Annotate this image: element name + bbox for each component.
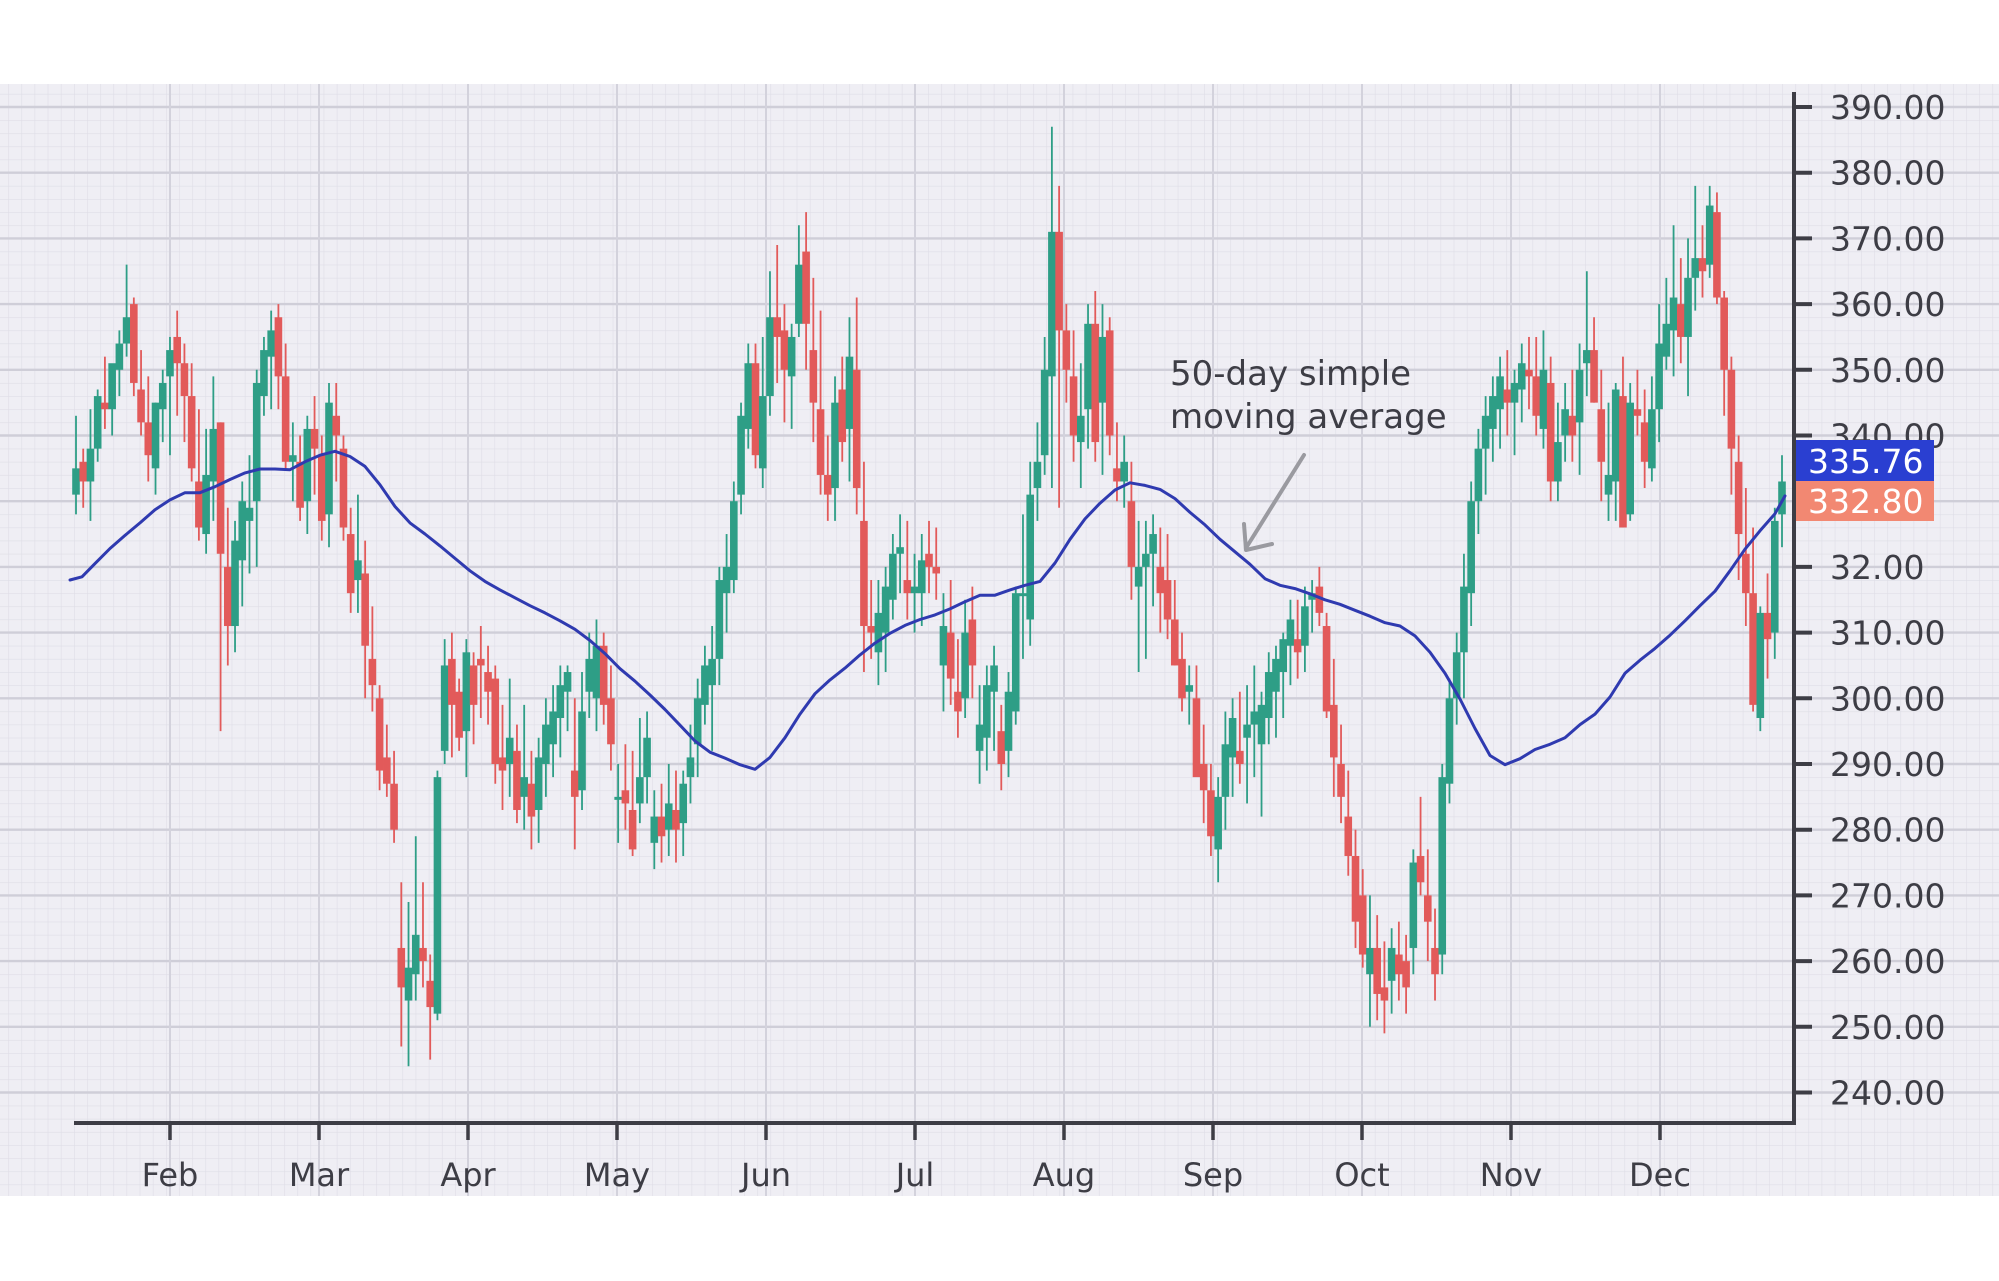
x-tick-label: Dec [1629, 1156, 1691, 1194]
x-tick-label: Jul [894, 1156, 935, 1194]
x-tick-label: Sep [1183, 1156, 1243, 1194]
y-tick-label: 280.00 [1830, 811, 1945, 850]
x-tick-label: Mar [289, 1156, 350, 1194]
x-tick-label: Apr [440, 1156, 496, 1194]
y-tick-label: 390.00 [1830, 88, 1945, 127]
last-price-badge: 332.80 [1796, 481, 1934, 521]
annotation-line-2: moving average [1170, 397, 1447, 437]
sma-annotation: 50-day simple moving average [1170, 354, 1447, 552]
x-tick-label: Oct [1334, 1156, 1389, 1194]
y-tick-label: 310.00 [1830, 614, 1945, 653]
y-tick-label: 350.00 [1830, 351, 1945, 390]
y-tick-label: 370.00 [1830, 219, 1945, 258]
major-grid [0, 84, 1999, 1196]
annotation-arrow-icon [1242, 453, 1306, 552]
x-tick-label: Nov [1480, 1156, 1542, 1194]
y-tick-label: 360.00 [1830, 285, 1945, 324]
y-tick-label: 290.00 [1830, 745, 1945, 784]
y-tick-label: 270.00 [1830, 876, 1945, 915]
x-tick-label: Jun [739, 1156, 791, 1194]
minor-grid [0, 84, 1999, 1196]
x-tick-label: Feb [142, 1156, 199, 1194]
x-tick-label: May [584, 1156, 650, 1194]
y-tick-label: 240.00 [1830, 1074, 1945, 1113]
sma-price-label: 335.76 [1808, 442, 1923, 481]
y-tick-label: 260.00 [1830, 942, 1945, 981]
y-axis-ticks: 390.00380.00370.00360.00350.00340.0032.0… [1794, 88, 1945, 1113]
x-tick-label: Aug [1033, 1156, 1095, 1194]
x-axis-ticks: Feb Mar Apr May Jun Jul Aug Sep Oct Nov Dec [142, 1123, 1691, 1194]
last-price-label: 332.80 [1808, 482, 1923, 521]
y-tick-label: 300.00 [1830, 679, 1945, 718]
candles-series [72, 126, 1786, 1067]
y-tick-label: 380.00 [1830, 154, 1945, 193]
sma-price-badge: 335.76 [1796, 440, 1934, 481]
annotation-line-1: 50-day simple [1170, 354, 1411, 394]
y-tick-label: 250.00 [1830, 1008, 1945, 1047]
sma-line [68, 449, 1787, 771]
y-tick-label: 32.00 [1830, 548, 1924, 587]
